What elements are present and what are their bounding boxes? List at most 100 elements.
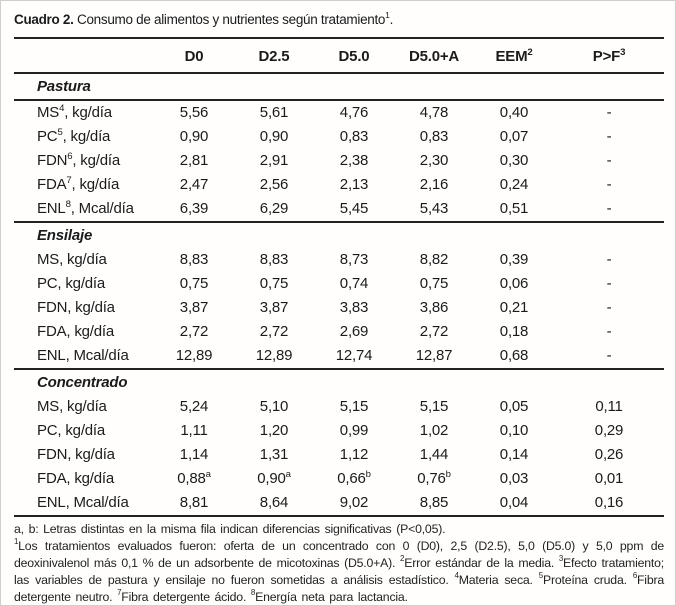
value-cell: 2,69 — [339, 323, 369, 340]
column-header: D5.0 — [338, 48, 370, 65]
value-cell: 2,16 — [419, 176, 449, 193]
table-row: FDA, kg/día 0,88a 0,90a 0,66b 0,76b 0,03 0,01 — [14, 467, 664, 491]
value-cell: - — [606, 128, 612, 145]
footnote-paragraph: 1Los tratamientos evaluados fueron: ofer… — [14, 537, 665, 604]
value-cell: - — [606, 251, 612, 268]
value-cell: 1,31 — [259, 446, 289, 463]
value-cell: 6,29 — [259, 200, 289, 217]
value-cell: 0,07 — [499, 128, 529, 145]
value-cell: 5,10 — [259, 398, 289, 415]
table-row: MS, kg/día 5,24 5,10 5,15 5,15 0,05 0,11 — [14, 395, 664, 419]
value-cell: 0,16 — [594, 494, 624, 511]
caption-number: Cuadro 2. — [14, 12, 74, 27]
value-cell: 12,87 — [415, 347, 453, 364]
value-cell: 0,75 — [179, 275, 209, 292]
value-cell: 1,02 — [419, 422, 449, 439]
superscript: 5 — [538, 571, 543, 581]
superscript: 4 — [59, 102, 65, 114]
value-cell: 2,72 — [259, 323, 289, 340]
value-cell: 0,75 — [419, 275, 449, 292]
table-row: ENL, Mcal/día 8,81 8,64 9,02 8,85 0,04 0,16 — [14, 491, 664, 516]
table-caption: Cuadro 2. Consumo de alimentos y nutrien… — [14, 10, 663, 28]
value-cell: 0,68 — [499, 347, 529, 364]
value-cell: 4,76 — [339, 104, 369, 121]
section-heading: Pastura — [37, 78, 91, 95]
value-cell: 12,74 — [335, 347, 373, 364]
value-cell: 0,75 — [259, 275, 289, 292]
nutrient-intake-table: D0 D2.5 D5.0 D5.0+A EEM2 P>F3 Pastura MS4, kg/… — [14, 37, 664, 517]
row-label: PC, kg/día — [37, 422, 106, 439]
value-cell: 0,40 — [499, 104, 529, 121]
superscript: 8 — [250, 588, 256, 598]
value-cell: - — [606, 152, 612, 169]
value-cell: - — [606, 323, 612, 340]
value-cell: 5,45 — [339, 200, 369, 217]
value-cell: 3,87 — [259, 299, 289, 316]
value-cell: 4,78 — [419, 104, 449, 121]
row-label: PC5, kg/día — [37, 126, 111, 145]
value-cell: 0,76b — [417, 468, 451, 487]
value-cell: 0,10 — [499, 422, 529, 439]
value-cell: 8,83 — [259, 251, 289, 268]
section-heading-row: Ensilaje — [14, 222, 664, 248]
value-cell: 2,30 — [419, 152, 449, 169]
value-cell: 0,21 — [499, 299, 529, 316]
value-cell: 0,83 — [419, 128, 449, 145]
table-row: FDA7, kg/día 2,47 2,56 2,13 2,16 0,24 - — [14, 173, 664, 197]
table-row: ENL, Mcal/día 12,89 12,89 12,74 12,87 0,68 - — [14, 344, 664, 369]
table-row: ENL8, Mcal/día 6,39 6,29 5,45 5,43 0,51 - — [14, 197, 664, 222]
value-cell: - — [606, 299, 612, 316]
row-label: ENL, Mcal/día — [37, 494, 129, 511]
section-heading: Concentrado — [37, 374, 128, 391]
value-cell: 12,89 — [255, 347, 293, 364]
caption-period: . — [389, 12, 394, 27]
row-label: FDA, kg/día — [37, 470, 114, 487]
value-cell: 0,29 — [594, 422, 624, 439]
value-cell: 0,18 — [499, 323, 529, 340]
row-label: FDN, kg/día — [37, 446, 115, 463]
value-cell: 0,26 — [594, 446, 624, 463]
column-header: D2.5 — [258, 48, 290, 65]
value-cell: 5,56 — [179, 104, 209, 121]
value-cell: 0,90 — [259, 128, 289, 145]
value-cell: 0,03 — [499, 470, 529, 487]
value-cell: 2,47 — [179, 176, 209, 193]
value-cell: 2,81 — [179, 152, 209, 169]
table-row: FDN, kg/día 3,87 3,87 3,83 3,86 0,21 - — [14, 296, 664, 320]
value-cell: 0,05 — [499, 398, 529, 415]
superscript: 4 — [454, 571, 459, 581]
significance-note: a, b: Letras distintas en la misma fila … — [14, 522, 446, 536]
value-cell: - — [606, 176, 612, 193]
value-cell: 2,56 — [259, 176, 289, 193]
value-cell: 8,82 — [419, 251, 449, 268]
value-cell: - — [606, 347, 612, 364]
value-cell: 0,90a — [257, 468, 291, 487]
row-label: FDN6, kg/día — [37, 150, 120, 169]
superscript: 3 — [620, 46, 626, 58]
footnotes: a, b: Letras distintas en la misma fila … — [14, 521, 665, 605]
superscript: a — [285, 468, 291, 480]
value-cell: 0,66b — [337, 468, 371, 487]
superscript: 8 — [65, 198, 71, 210]
row-label: FDN, kg/día — [37, 299, 115, 316]
value-cell: 8,81 — [179, 494, 209, 511]
value-cell: 5,24 — [179, 398, 209, 415]
value-cell: 0,90 — [179, 128, 209, 145]
table-row: PC, kg/día 1,11 1,20 0,99 1,02 0,10 0,29 — [14, 419, 664, 443]
value-cell: 5,15 — [339, 398, 369, 415]
section-heading-row: Concentrado — [14, 369, 664, 395]
row-label: ENL8, Mcal/día — [37, 198, 134, 217]
superscript: a — [205, 468, 211, 480]
column-header: EEM2 — [495, 46, 533, 65]
section-heading-row: Pastura — [14, 73, 664, 100]
superscript: 1 — [14, 537, 19, 547]
value-cell: 2,13 — [339, 176, 369, 193]
column-header: P>F3 — [592, 46, 626, 65]
value-cell: 3,86 — [419, 299, 449, 316]
caption-footnote-marker: 1 — [385, 10, 390, 21]
value-cell: 6,39 — [179, 200, 209, 217]
table-row: MS, kg/día 8,83 8,83 8,73 8,82 0,39 - — [14, 248, 664, 272]
value-cell: - — [606, 104, 612, 121]
superscript: 2 — [527, 46, 533, 58]
row-label: PC, kg/día — [37, 275, 106, 292]
